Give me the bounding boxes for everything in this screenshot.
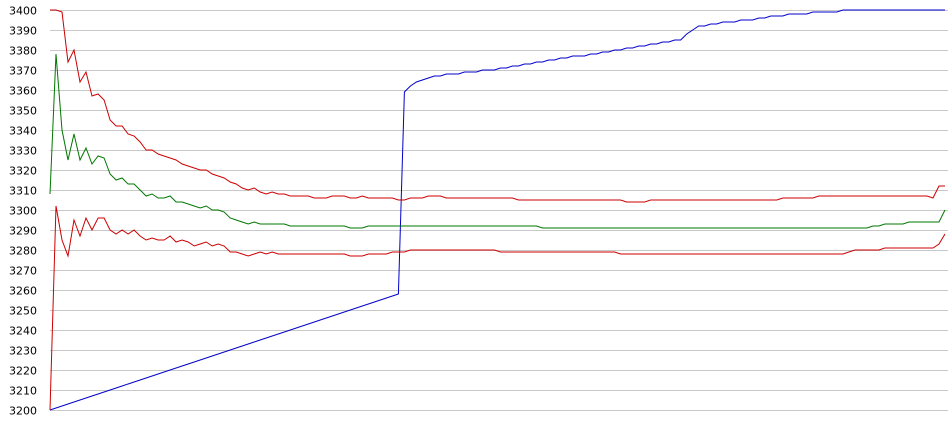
y-tick-label: 3350 [9, 105, 37, 118]
y-tick-label: 3360 [9, 85, 37, 98]
y-tick-label: 3260 [9, 285, 37, 298]
y-tick-label: 3220 [9, 365, 37, 378]
grid-lines [50, 10, 948, 411]
y-tick-label: 3300 [9, 205, 37, 218]
y-tick-label: 3230 [9, 345, 37, 358]
y-tick-label: 3240 [9, 325, 37, 338]
y-tick-label: 3210 [9, 385, 37, 398]
series-lines [49, 9, 946, 411]
y-tick-label: 3290 [9, 225, 37, 238]
y-tick-label: 3400 [9, 5, 37, 18]
y-tick-label: 3270 [9, 265, 37, 278]
y-tick-label: 3330 [9, 145, 37, 158]
y-tick-label: 3250 [9, 305, 37, 318]
y-tick-label: 3380 [9, 45, 37, 58]
y-tick-label: 3310 [9, 185, 37, 198]
y-axis: 3400 3390 3380 3370 3360 3350 3340 3330 3320 3310… [9, 5, 37, 418]
series-line-3 [49, 53, 946, 229]
series-line-2 [50, 9, 945, 203]
y-tick-label: 3200 [9, 405, 37, 418]
series-line-4 [49, 205, 946, 411]
y-tick-label: 3280 [9, 245, 37, 258]
y-tick-label: 3390 [9, 25, 37, 38]
y-tick-label: 3320 [9, 165, 37, 178]
series-line-1 [49, 9, 945, 411]
y-tick-label: 3340 [9, 125, 37, 138]
y-tick-label: 3370 [9, 65, 37, 78]
